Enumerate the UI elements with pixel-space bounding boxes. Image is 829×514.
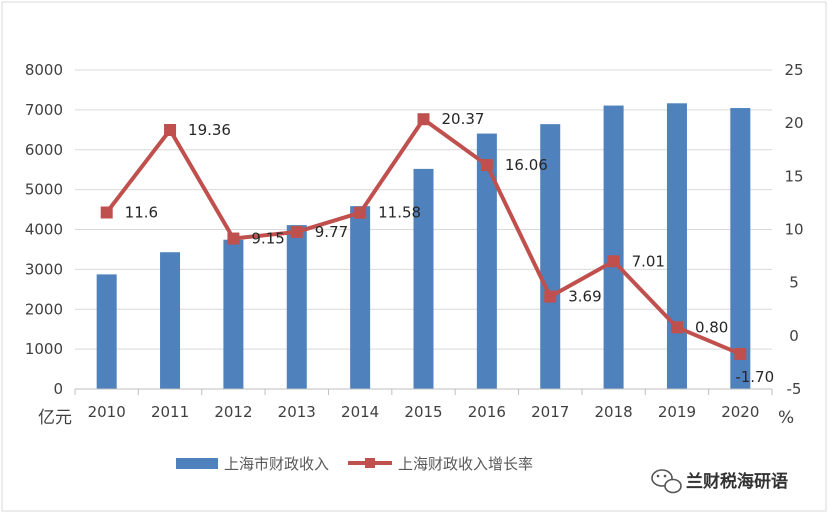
legend-label-bar: 上海市财政收入 (224, 455, 329, 473)
x-tick-label: 2010 (88, 403, 126, 421)
x-tick-label: 2018 (594, 403, 632, 421)
y-right-unit: % (778, 408, 794, 428)
data-label: -1.70 (735, 368, 774, 386)
line-marker (607, 255, 620, 268)
y-left-tick-label: 7000 (25, 101, 63, 119)
x-tick-label: 2012 (214, 403, 252, 421)
legend-swatch-bar (176, 458, 218, 469)
data-label: 19.36 (188, 121, 231, 139)
bar (96, 274, 117, 389)
y-left-tick-label: 8000 (25, 61, 63, 79)
x-tick-label: 2019 (658, 403, 696, 421)
y-left-tick-label: 1000 (25, 340, 63, 358)
line-marker (417, 113, 430, 126)
bar (603, 105, 624, 390)
bar (476, 133, 497, 389)
x-tick-label: 2014 (341, 403, 379, 421)
y-right-tick-label: -5 (787, 380, 802, 398)
y-left-tick-label: 5000 (25, 181, 63, 199)
line-marker (164, 123, 177, 136)
watermark-text: 兰财税海研语 (686, 471, 788, 492)
legend-label-line: 上海财政收入增长率 (398, 455, 533, 473)
y-left-unit: 亿元 (38, 408, 72, 428)
data-label: 11.58 (378, 204, 421, 222)
y-left-tick-label: 4000 (25, 221, 63, 239)
data-labels: 11.6 19.36 9.15 9.77 11.58 20.37 16.06 3.69 7.01… (125, 110, 774, 386)
bar (666, 103, 687, 389)
legend: 上海市财政收入 上海财政收入增长率 (176, 455, 533, 473)
y-left-tick-label: 6000 (25, 141, 63, 159)
y-right-tick-label: 5 (789, 274, 799, 292)
data-label: 3.69 (568, 288, 601, 306)
bar (160, 252, 181, 389)
y-right-tick-label: 0 (789, 327, 799, 345)
data-label: 0.80 (695, 318, 728, 336)
y-right-tick-label: 15 (784, 167, 803, 185)
y-left-tick-label: 0 (53, 380, 63, 398)
bar (730, 108, 751, 390)
wechat-icon (651, 469, 682, 494)
line-marker (354, 206, 367, 219)
x-tick-label: 2013 (278, 403, 316, 421)
data-label: 11.6 (125, 203, 158, 221)
bar (223, 239, 244, 389)
line-marker (544, 290, 557, 303)
bar (350, 206, 371, 389)
line-series (100, 113, 747, 360)
y-left-tick-label: 3000 (25, 260, 63, 278)
line-marker (480, 159, 493, 172)
x-tick-label: 2017 (531, 403, 569, 421)
x-tick-label: 2020 (721, 403, 759, 421)
line-marker (670, 321, 683, 334)
data-label: 9.15 (251, 230, 284, 248)
data-label: 16.06 (505, 156, 548, 174)
bar-series (96, 103, 751, 390)
x-tick-label: 2016 (468, 403, 506, 421)
bar (286, 225, 307, 389)
line-marker (290, 225, 303, 238)
axes: 0 1000 2000 3000 4000 5000 6000 7000 8000 -5 0 5 10 1… (25, 61, 804, 421)
line-marker (734, 347, 747, 360)
data-label: 9.77 (315, 223, 348, 241)
y-right-tick-label: 25 (784, 61, 803, 79)
bar (413, 168, 434, 389)
data-label: 7.01 (632, 252, 665, 270)
line-marker (100, 206, 113, 219)
y-right-tick-label: 20 (784, 114, 803, 132)
x-tick-label: 2011 (151, 403, 189, 421)
legend-swatch-marker (365, 458, 375, 468)
line-marker (227, 232, 240, 245)
bar (540, 124, 561, 389)
data-label: 20.37 (442, 110, 485, 128)
watermark: 兰财税海研语 (651, 469, 788, 494)
x-tick-label: 2015 (404, 403, 442, 421)
y-left-tick-label: 2000 (25, 300, 63, 318)
y-right-tick-label: 10 (784, 221, 803, 239)
